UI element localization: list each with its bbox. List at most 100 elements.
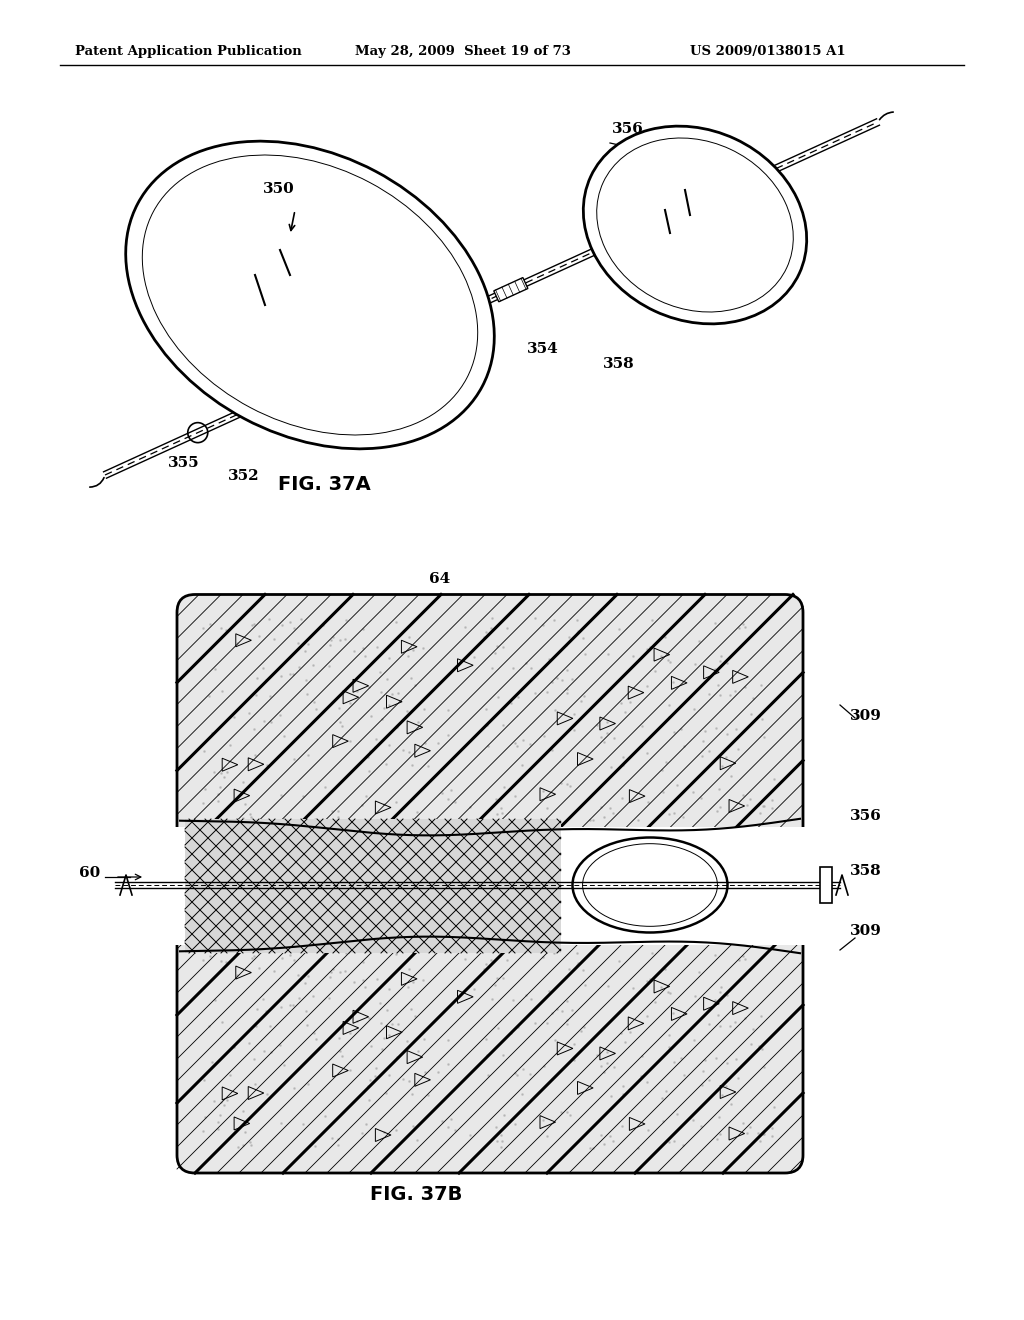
Point — [726, 680, 742, 701]
Point — [573, 690, 590, 711]
Point — [756, 795, 772, 816]
Point — [372, 993, 388, 1014]
Point — [750, 1122, 766, 1143]
Point — [568, 622, 585, 643]
Point — [596, 1134, 612, 1155]
Point — [660, 1131, 677, 1152]
Point — [362, 741, 379, 762]
Point — [434, 783, 451, 804]
Point — [337, 628, 353, 649]
Point — [483, 607, 500, 628]
Point — [261, 1016, 278, 1038]
Point — [639, 639, 655, 660]
Point — [753, 1005, 769, 1026]
Point — [407, 675, 423, 696]
Point — [285, 663, 301, 684]
Point — [369, 1057, 385, 1078]
Point — [527, 1012, 544, 1034]
Text: 358: 358 — [603, 356, 635, 371]
Point — [675, 807, 691, 828]
Point — [633, 735, 649, 756]
Point — [599, 722, 615, 743]
Point — [713, 977, 729, 998]
Point — [246, 718, 262, 739]
Point — [658, 752, 675, 774]
Point — [210, 784, 226, 805]
Point — [742, 1117, 759, 1138]
Point — [614, 747, 631, 768]
Point — [291, 987, 307, 1008]
Point — [737, 616, 754, 638]
Point — [559, 774, 575, 795]
Point — [384, 682, 400, 704]
Point — [521, 1064, 538, 1085]
Point — [482, 949, 499, 970]
Point — [380, 647, 396, 668]
Point — [283, 663, 299, 684]
Point — [599, 1052, 615, 1073]
Point — [212, 776, 228, 797]
Point — [517, 653, 534, 675]
Point — [700, 741, 717, 762]
Text: 358: 358 — [850, 865, 882, 878]
Text: 352: 352 — [228, 469, 260, 483]
Point — [273, 948, 290, 969]
Point — [708, 718, 724, 739]
Point — [589, 1044, 605, 1065]
Point — [307, 1135, 324, 1156]
Point — [710, 1129, 726, 1150]
Point — [559, 1102, 575, 1123]
Point — [503, 1023, 519, 1044]
Point — [389, 1014, 406, 1035]
Point — [457, 616, 473, 638]
Point — [559, 682, 575, 704]
Point — [195, 618, 211, 639]
Ellipse shape — [126, 141, 495, 449]
Point — [201, 685, 217, 706]
Point — [615, 754, 632, 775]
Point — [707, 945, 723, 966]
Point — [731, 616, 748, 638]
Point — [605, 727, 622, 748]
Point — [476, 958, 493, 979]
Point — [218, 952, 234, 973]
Point — [221, 1064, 238, 1085]
Point — [361, 677, 378, 698]
Point — [228, 632, 245, 653]
Point — [476, 626, 493, 647]
Point — [640, 1119, 656, 1140]
Point — [755, 1123, 771, 1144]
Point — [261, 941, 278, 962]
Point — [561, 958, 578, 979]
Point — [735, 1113, 752, 1134]
Point — [241, 702, 257, 723]
Point — [430, 1061, 446, 1082]
Point — [692, 788, 709, 809]
Point — [564, 669, 581, 690]
Point — [507, 1063, 523, 1084]
Point — [745, 1018, 762, 1039]
Point — [517, 985, 534, 1006]
Point — [261, 609, 278, 630]
Point — [381, 694, 397, 715]
Point — [210, 1119, 226, 1140]
Point — [434, 1111, 451, 1133]
Point — [535, 615, 551, 636]
Point — [379, 999, 395, 1020]
Point — [641, 636, 657, 657]
Text: FIG. 37A: FIG. 37A — [278, 475, 371, 494]
Point — [254, 989, 270, 1010]
Point — [195, 1121, 211, 1142]
Point — [535, 946, 551, 968]
Point — [634, 1045, 650, 1067]
Point — [400, 958, 417, 979]
Point — [522, 989, 539, 1010]
Point — [673, 718, 689, 739]
Point — [300, 966, 316, 987]
Point — [272, 665, 289, 686]
Point — [488, 788, 505, 809]
Point — [605, 1130, 622, 1151]
Point — [317, 776, 334, 797]
Point — [477, 1028, 494, 1049]
Point — [376, 1121, 392, 1142]
